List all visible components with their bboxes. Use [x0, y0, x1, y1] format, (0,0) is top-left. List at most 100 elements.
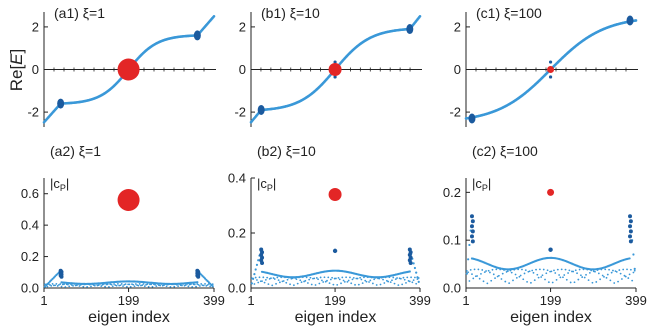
- data-point: [497, 274, 500, 277]
- data-point: [264, 278, 267, 281]
- edge-cluster: [57, 98, 65, 109]
- panel-title: (b1) ξ=10: [261, 5, 320, 21]
- center-secondary-point: [332, 248, 338, 254]
- data-point: [55, 283, 58, 285]
- data-point: [519, 274, 522, 277]
- data-point: [322, 281, 325, 283]
- data-point: [266, 276, 269, 279]
- y-tick-label: 0.2: [21, 249, 39, 264]
- y-tick-label: 0.6: [21, 186, 39, 201]
- data-point: [568, 269, 571, 272]
- data-point: [137, 284, 140, 287]
- data-point: [542, 268, 545, 271]
- y-tick-label: -2: [234, 105, 246, 120]
- data-point: [51, 283, 54, 285]
- data-point: [550, 270, 553, 273]
- data-point: [633, 269, 636, 272]
- data-point: [597, 272, 600, 275]
- data-point: [150, 283, 153, 286]
- data-point: [337, 276, 340, 279]
- data-point: [72, 284, 74, 287]
- data-point: [271, 284, 274, 287]
- panel-b2: 0.0 0.2 0.4 1 199 399 (b2) ξ=10 |cP| eigen index: [228, 143, 431, 326]
- data-point: [78, 285, 81, 287]
- data-point: [487, 269, 490, 272]
- data-point: [578, 268, 581, 271]
- data-point: [599, 278, 602, 281]
- x-axis-label: eigen index: [295, 309, 377, 326]
- y-tick-label: 0: [32, 62, 39, 77]
- data-point: [276, 276, 279, 279]
- data-point: [375, 284, 378, 286]
- data-point: [328, 282, 331, 285]
- data-point: [512, 279, 514, 282]
- data-point: [594, 270, 596, 273]
- data-point: [147, 285, 150, 288]
- edge-cluster-point: [470, 239, 475, 244]
- data-point: [273, 278, 276, 280]
- data-point: [326, 279, 328, 282]
- data-point: [277, 279, 280, 282]
- data-point: [632, 271, 635, 274]
- data-point: [347, 279, 350, 282]
- data-point: [299, 279, 302, 282]
- coefficient-series: [250, 249, 420, 287]
- data-point: [468, 243, 471, 247]
- data-point: [82, 285, 85, 288]
- data-point: [548, 60, 553, 64]
- data-point: [514, 273, 517, 276]
- y-tick-label: 2: [239, 19, 246, 34]
- data-point: [209, 285, 212, 288]
- data-point: [494, 277, 496, 280]
- data-point: [576, 272, 578, 275]
- data-point: [286, 278, 289, 281]
- data-point: [258, 276, 261, 279]
- data-point: [46, 285, 49, 288]
- data-point: [309, 276, 312, 279]
- data-point: [467, 258, 470, 261]
- data-point: [559, 276, 562, 279]
- data-point: [469, 268, 472, 271]
- data-point: [569, 281, 572, 284]
- data-point: [93, 284, 96, 287]
- y-tick-label: 0.4: [21, 218, 39, 233]
- data-point: [544, 278, 546, 281]
- data-point: [553, 269, 555, 272]
- data-point: [403, 278, 406, 281]
- data-point: [341, 276, 344, 279]
- x-tick-label: 1: [247, 293, 254, 308]
- data-point: [142, 283, 145, 285]
- data-point: [63, 283, 65, 286]
- highlight-point: [547, 188, 555, 196]
- highlight-point: [328, 63, 342, 76]
- data-point: [262, 276, 265, 279]
- edge-cluster-point: [628, 229, 633, 234]
- data-point: [506, 270, 509, 273]
- data-point: [608, 268, 610, 271]
- data-point: [122, 285, 124, 288]
- y-tick-label: 0.1: [443, 233, 461, 248]
- data-point: [394, 278, 397, 281]
- data-point: [579, 274, 582, 277]
- edge-cluster: [406, 24, 414, 35]
- data-point: [315, 277, 318, 279]
- data-point: [278, 281, 281, 284]
- data-point: [392, 276, 395, 279]
- data-point: [338, 278, 341, 281]
- data-point: [267, 283, 270, 286]
- y-tick-label: 0: [239, 62, 246, 77]
- panel-title: (a2) ξ=1: [50, 143, 101, 159]
- data-point: [606, 273, 609, 276]
- data-point: [613, 282, 616, 284]
- highlight-point: [117, 189, 140, 211]
- panels: -2 0 2 (a1) ξ=1 -2 0 2 (b1) ξ=10 -2 0 2 (c1) ξ=100 0…: [21, 5, 647, 326]
- data-point: [59, 283, 62, 285]
- data-point: [252, 277, 255, 280]
- data-point: [577, 278, 580, 281]
- edge-cluster-point: [628, 219, 633, 224]
- data-point: [417, 280, 420, 283]
- data-point: [405, 281, 407, 284]
- data-point: [628, 257, 631, 260]
- data-point: [360, 278, 363, 281]
